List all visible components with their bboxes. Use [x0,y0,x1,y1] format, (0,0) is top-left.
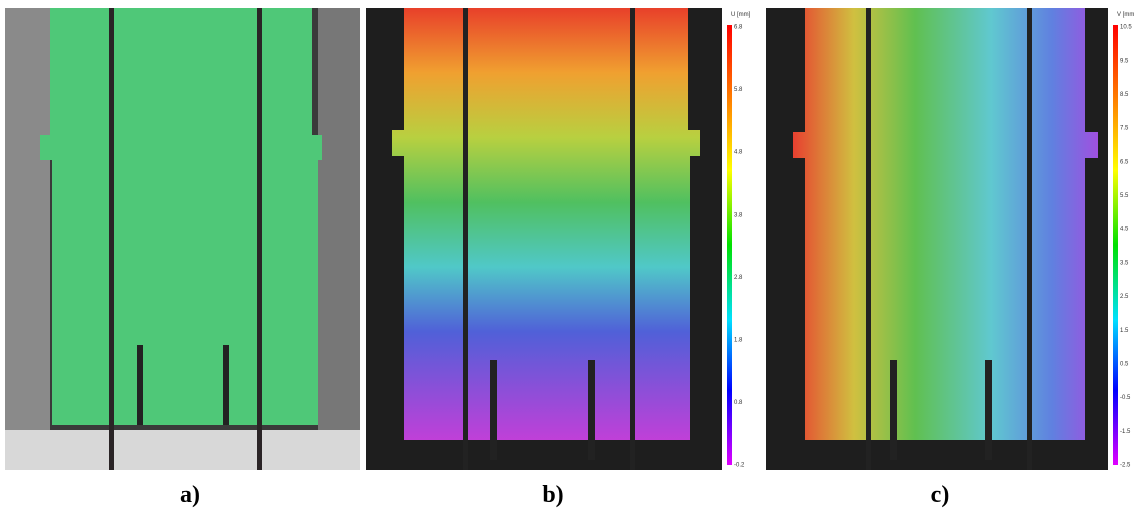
colorbar-tick-label: 6.5 [1120,159,1129,165]
colorbar-tick-label: 5.5 [1120,193,1129,199]
colorbar-tick-label: 4.8 [734,150,743,156]
colorbar-tick-label: -1.5 [1120,429,1131,435]
colorbar-tick-label: 2.5 [1120,294,1129,300]
colorbar-tick-label: 3.5 [1120,260,1129,266]
colorbar-tick-label: 1.5 [1120,328,1129,334]
colorbar-tick-label: 10.5 [1120,25,1132,31]
photo-b [366,8,732,470]
colorbar-tick-label: -2.5 [1120,463,1131,469]
colorbar-tick-label: 8.5 [1120,92,1129,98]
colorbar-title: V [mm [1117,12,1134,18]
photo-c [766,8,1118,470]
photo-a [5,8,360,470]
colorbar-tick-label: 4.5 [1120,227,1129,233]
panel-label: a) [180,482,200,508]
colorbar-tick-label: 9.5 [1120,58,1129,64]
panel-label: c) [931,482,950,508]
panel-label: b) [542,482,563,508]
colorbar-tick-label: 0.8 [734,400,743,406]
colorbar-tick-label: 1.8 [734,337,743,343]
colorbar-tick-label: 3.8 [734,212,743,218]
colorbar-tick-label: -0.2 [734,463,745,469]
colorbar-title: U [mm] [731,12,751,18]
colorbar-tick-label: -0.5 [1120,395,1131,401]
colorbar-tick-label: 2.8 [734,275,743,281]
colorbar-tick-label: 7.5 [1120,126,1129,132]
colorbar-tick-label: 5.8 [734,87,743,93]
colorbar-tick-label: 6.8 [734,25,743,31]
colorbar-tick-label: 0.5 [1120,362,1129,368]
